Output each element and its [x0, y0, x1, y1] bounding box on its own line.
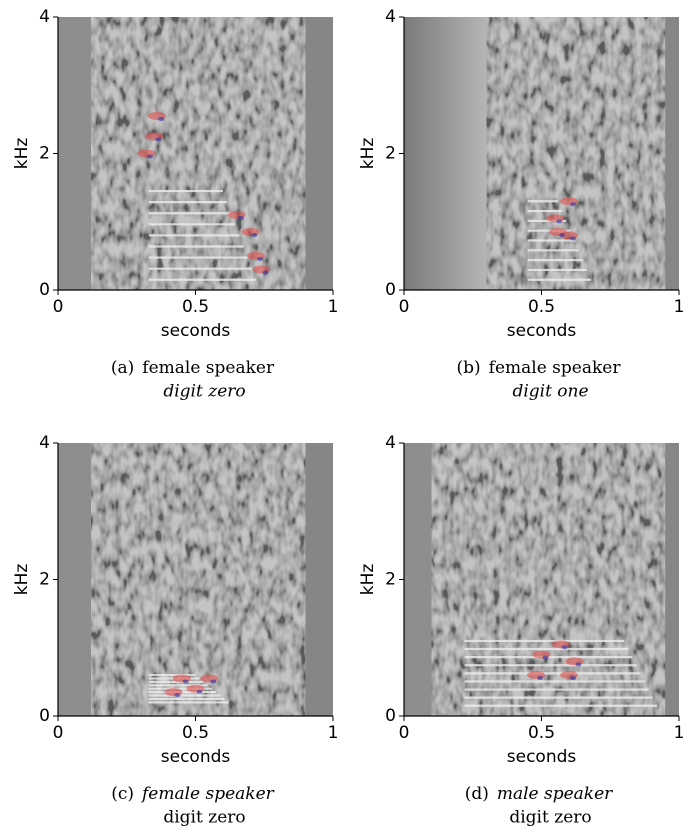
- x-tick-label: 1: [328, 297, 339, 317]
- y-tick-label: 2: [385, 570, 396, 590]
- y-tick-label: 4: [39, 7, 50, 27]
- relevance-blob: [182, 679, 189, 684]
- caption-line: digit zero: [509, 808, 591, 827]
- speech-texture: [91, 443, 306, 716]
- relevance-blob: [570, 676, 576, 681]
- silence: [404, 17, 487, 290]
- right-silence: [665, 443, 679, 716]
- spectrogram: [404, 443, 679, 716]
- speech-texture: [91, 17, 306, 290]
- x-tick-label: 0.5: [182, 723, 209, 743]
- caption-line: digit zero: [163, 382, 245, 402]
- relevance-blob: [575, 662, 582, 667]
- relevance-blob: [559, 232, 565, 237]
- caption-text: female speaker: [489, 358, 622, 378]
- caption-text: female speaker: [140, 784, 275, 804]
- x-tick-label: 0: [53, 297, 64, 317]
- y-axis-label: kHz: [358, 138, 378, 170]
- caption-text: female speaker: [142, 358, 275, 378]
- y-tick-label: 2: [39, 144, 50, 164]
- x-tick-label: 0: [53, 723, 64, 743]
- caption-line: (c) female speaker: [111, 784, 274, 804]
- y-tick-label: 0: [39, 706, 50, 726]
- y-axis-label: kHz: [12, 138, 32, 170]
- relevance-blob: [570, 202, 576, 207]
- relevance-blob: [257, 256, 263, 261]
- speech-texture: [431, 443, 666, 716]
- caption-line: (d) male speaker: [465, 784, 613, 804]
- relevance-blob: [147, 154, 153, 159]
- relevance-blob: [237, 215, 244, 220]
- right-silence: [305, 17, 333, 290]
- relevance-blob: [570, 236, 576, 241]
- speech-texture: [486, 17, 666, 290]
- relevance-blob: [196, 689, 203, 694]
- caption-line: digit one: [512, 382, 588, 402]
- caption-line: digit zero: [163, 808, 245, 827]
- x-tick-label: 1: [674, 723, 685, 743]
- spectrogram: [58, 17, 333, 290]
- relevance-blob: [537, 676, 543, 681]
- relevance-blob: [251, 232, 258, 237]
- x-axis-label: seconds: [507, 321, 577, 341]
- caption-line: (b) female speaker: [457, 358, 622, 378]
- y-tick-label: 4: [39, 433, 50, 453]
- spectrogram: [58, 443, 333, 716]
- caption-line: (a) female speaker: [111, 358, 275, 378]
- y-tick-label: 0: [385, 706, 396, 726]
- y-axis-label: kHz: [358, 564, 378, 596]
- y-axis-label: kHz: [12, 564, 32, 596]
- relevance-blob: [210, 679, 217, 684]
- y-tick-label: 4: [385, 433, 396, 453]
- relevance-blob: [155, 137, 162, 142]
- x-tick-label: 1: [328, 723, 339, 743]
- relevance-blob: [542, 655, 549, 660]
- x-tick-label: 0.5: [182, 297, 209, 317]
- y-tick-label: 0: [39, 280, 50, 300]
- caption-label: (a): [111, 358, 134, 378]
- x-tick-label: 0.5: [528, 723, 555, 743]
- right-silence: [665, 17, 679, 290]
- x-tick-label: 0.5: [528, 297, 555, 317]
- x-axis-label: seconds: [161, 747, 231, 767]
- relevance-blob: [556, 219, 563, 224]
- spectrogram: [404, 17, 679, 290]
- y-tick-label: 0: [385, 280, 396, 300]
- caption-label: (c): [111, 784, 134, 804]
- y-tick-label: 2: [385, 144, 396, 164]
- caption-text: male speaker: [497, 784, 613, 804]
- relevance-blob: [158, 116, 164, 121]
- x-axis-label: seconds: [161, 321, 231, 341]
- caption-label: (b): [457, 358, 481, 378]
- x-tick-label: 0: [399, 723, 410, 743]
- relevance-blob: [561, 645, 568, 650]
- caption-label: (d): [465, 784, 489, 804]
- x-tick-label: 1: [674, 297, 685, 317]
- y-tick-label: 2: [39, 570, 50, 590]
- relevance-blob: [262, 270, 269, 275]
- x-axis-label: seconds: [507, 747, 577, 767]
- relevance-blob: [174, 693, 181, 698]
- y-tick-label: 4: [385, 7, 396, 27]
- right-silence: [305, 443, 333, 716]
- x-tick-label: 0: [399, 297, 410, 317]
